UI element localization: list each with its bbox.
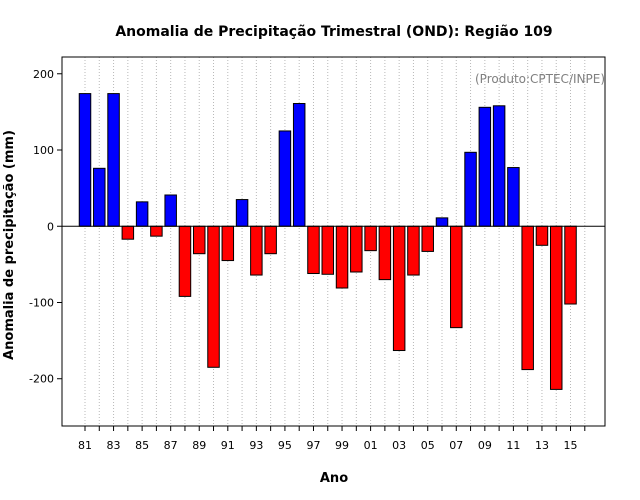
bar-08 (464, 151, 477, 227)
x-tick-label: 15 (564, 439, 578, 452)
x-tick-label: 01 (364, 439, 378, 452)
bar-98 (321, 225, 335, 275)
bar-93 (250, 225, 263, 276)
bar-00 (350, 225, 363, 273)
bar-13 (535, 225, 549, 246)
bar-89 (192, 225, 206, 255)
x-tick-label: 83 (107, 439, 121, 452)
x-tick-label: 97 (306, 439, 320, 452)
bar-94 (264, 225, 277, 255)
x-tick-label: 99 (335, 439, 349, 452)
x-tick-label: 13 (535, 439, 549, 452)
bar-86 (150, 225, 163, 237)
bar-82 (93, 167, 106, 227)
bar-02 (378, 225, 392, 281)
bar-97 (307, 225, 320, 275)
x-tick-label: 91 (221, 439, 235, 452)
x-tick-label: 93 (249, 439, 263, 452)
bar-95 (278, 130, 292, 227)
bar-87 (164, 194, 177, 227)
y-tick-label: -100 (29, 296, 54, 309)
bar-12 (521, 225, 534, 371)
bar-11 (507, 167, 520, 227)
y-tick-label: 200 (33, 68, 54, 81)
plot-frame (61, 56, 606, 427)
x-tick-label: 89 (192, 439, 206, 452)
x-axis-label: Ano (320, 471, 348, 486)
bar-03 (392, 225, 406, 352)
bar-96 (292, 103, 306, 227)
bar-07 (450, 225, 463, 329)
bar-90 (207, 225, 220, 368)
bar-14 (549, 225, 563, 390)
bar-15 (564, 225, 577, 305)
bar-81 (78, 93, 92, 227)
x-tick-label: 09 (478, 439, 492, 452)
bar-92 (235, 199, 249, 227)
bar-01 (364, 225, 377, 252)
chart-title: Anomalia de Precipitação Trimestral (OND… (115, 24, 552, 40)
bar-88 (178, 225, 192, 297)
x-tick-label: 03 (392, 439, 406, 452)
y-axis: -200 -100 0 100 200 (29, 68, 62, 386)
bar-10 (492, 105, 506, 227)
source-annotation: (Produto:CPTEC/INPE) (475, 72, 605, 86)
y-tick-label: -200 (29, 373, 54, 386)
x-tick-label: 05 (421, 439, 435, 452)
x-tick-label: 11 (506, 439, 520, 452)
x-axis: 81 83 85 87 89 91 93 95 97 99 01 03 05 07 09 11 13 15 (78, 426, 586, 452)
bar-83 (107, 93, 120, 227)
x-tick-label: 07 (449, 439, 463, 452)
bar-05 (421, 225, 434, 252)
x-tick-label: 87 (164, 439, 178, 452)
bar-85 (135, 201, 149, 227)
bar-84 (121, 225, 135, 240)
y-tick-label: 0 (47, 220, 54, 233)
bar-91 (221, 225, 235, 262)
y-axis-label: Anomalia de precipitação (mm) (2, 130, 17, 360)
x-tick-label: 85 (135, 439, 149, 452)
x-tick-label: 95 (278, 439, 292, 452)
grid-lines (84, 57, 586, 426)
bar-09 (478, 106, 492, 227)
bar-99 (335, 225, 349, 289)
y-tick-label: 100 (33, 144, 54, 157)
bar-06 (435, 217, 449, 227)
bar-04 (407, 225, 420, 276)
x-tick-label: 81 (78, 439, 92, 452)
